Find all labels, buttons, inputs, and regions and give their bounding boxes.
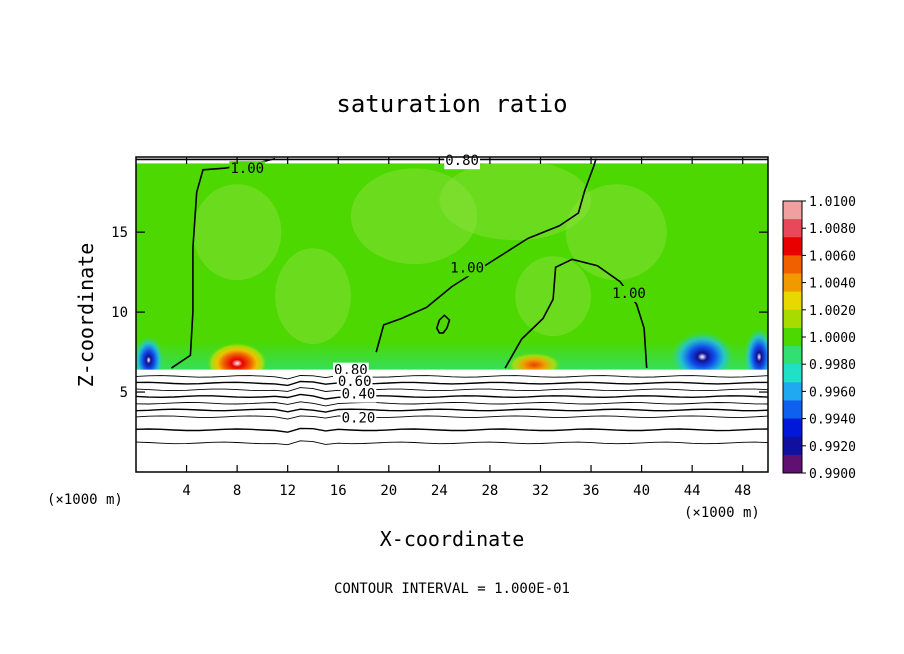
contour-line-subsaturated: [136, 440, 768, 446]
contour-line-subsaturated: [136, 375, 768, 380]
contour-label: 1.00: [612, 286, 646, 302]
contour-line-subsaturated: [136, 380, 768, 387]
x-tick-label: 12: [279, 483, 296, 499]
x-tick-label: 28: [481, 483, 498, 499]
colorbar-tick-label: 1.0040: [809, 277, 856, 292]
colorbar-swatch: [783, 454, 802, 474]
contour-label-background: [340, 386, 377, 403]
contour-line-subsaturated: [136, 415, 768, 420]
contour-label-background: [449, 260, 486, 277]
contour-label-background: [229, 161, 266, 178]
colorbar-tick-label: 1.0060: [809, 249, 856, 264]
colorbar-tick-label: 0.9900: [809, 467, 856, 482]
colorbar-swatch: [783, 400, 802, 420]
contour-lines: [136, 157, 768, 446]
y-tick-label: 15: [111, 225, 128, 241]
contour-line-1-00: [435, 314, 451, 334]
colorbar-swatch: [783, 418, 802, 438]
x-tick-label: 8: [233, 483, 241, 499]
colorbar-tick-label: 1.0080: [809, 222, 856, 237]
contour-label: 0.60: [338, 374, 372, 390]
x-tick-label: 36: [583, 483, 600, 499]
colorbar: 1.0100 1.0080 1.0060 1.0040 1.0020 1.0000 0.99…: [782, 195, 856, 482]
contour-label: 0.20: [342, 411, 376, 427]
contour-interval-note: CONTOUR INTERVAL = 1.000E-01: [334, 581, 570, 597]
contour-line-1-00: [504, 258, 648, 369]
contour-line-subsaturated: [136, 387, 768, 392]
y-axis-title: Z-coordinate: [74, 243, 98, 388]
contour-line-subsaturated: [136, 427, 768, 433]
x-tick-label: 16: [330, 483, 347, 499]
colorbar-swatch: [783, 382, 802, 401]
colorbar-tick-label: 1.0100: [809, 195, 856, 210]
contour-line-subsaturated: [136, 408, 768, 413]
contour-label: 0.40: [342, 387, 376, 403]
plot-area: [136, 157, 768, 472]
field-patch: [565, 184, 667, 281]
contour-line-1-00: [375, 158, 597, 353]
x-axis-title: X-coordinate: [380, 527, 525, 551]
colorbar-swatch: [783, 201, 802, 220]
x-tick-label: 24: [431, 483, 448, 499]
y-tick-label: 5: [120, 385, 128, 401]
x-tick-label: 40: [633, 483, 650, 499]
colorbar-tick-label: 1.0000: [809, 331, 856, 346]
contour-label-background: [336, 373, 373, 390]
y-tick-label: 10: [111, 305, 128, 321]
colorbar-tick-label: 0.9920: [809, 440, 856, 455]
contour-label: 0.80: [445, 153, 479, 169]
colorbar-tick-label: 0.9940: [809, 413, 856, 428]
x-tick-label: 4: [182, 483, 190, 499]
colorbar-tick-label: 1.0020: [809, 304, 856, 319]
y-unit-label: (×1000 m): [47, 492, 123, 508]
field-patch: [439, 160, 592, 241]
subsaturated-region: [136, 369, 768, 472]
colorbar-swatch: [783, 273, 802, 293]
colorbar-swatch: [783, 309, 802, 329]
field-patch: [192, 184, 282, 281]
colorbar-tick-label: 0.9960: [809, 385, 856, 400]
y-axis-ticks: 5 10 15: [111, 225, 768, 401]
contour-line-subsaturated: [136, 393, 768, 400]
plot-frame: [135, 156, 769, 473]
field-patch: [350, 168, 478, 265]
colorbar-swatch: [783, 237, 802, 256]
field-patch: [275, 248, 351, 345]
colorbar-tick-label: 0.9980: [809, 358, 856, 373]
contour-label-background: [340, 410, 377, 427]
colorbar-swatch: [783, 436, 802, 456]
contour-label-background: [611, 285, 647, 302]
x-tick-label: 32: [532, 483, 549, 499]
chart-title: saturation ratio: [336, 90, 567, 118]
x-tick-label: 48: [734, 483, 751, 499]
colorbar-swatch: [783, 346, 802, 365]
colorbar-swatch: [783, 219, 802, 238]
x-tick-label: 20: [380, 483, 397, 499]
contour-label: 1.00: [230, 161, 264, 177]
colorbar-swatch: [783, 364, 802, 383]
colorbar-swatch: [783, 291, 802, 311]
contour-line-subsaturated: [136, 401, 768, 407]
contour-label: 1.00: [450, 260, 484, 276]
x-axis-ticks: 4 8 12 16 20 24 28 32 36 40 44 48: [182, 157, 751, 499]
colorbar-swatch: [783, 255, 802, 275]
colorbar-swatch: [783, 327, 802, 347]
x-tick-label: 44: [684, 483, 701, 499]
x-unit-label: (×1000 m): [684, 505, 760, 521]
